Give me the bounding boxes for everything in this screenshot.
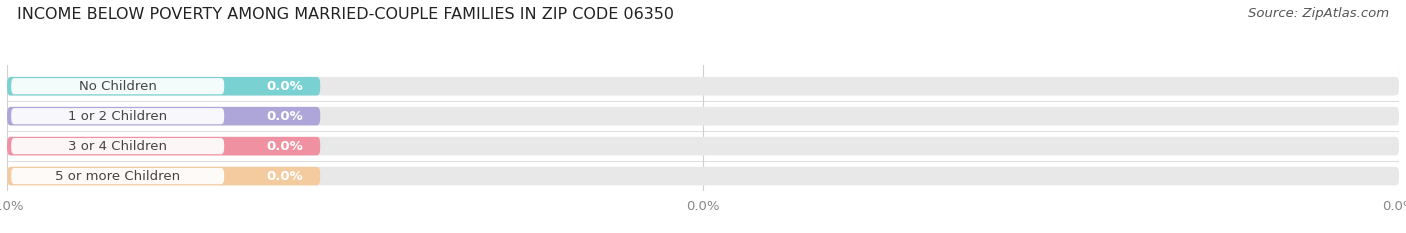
FancyBboxPatch shape <box>7 137 1399 155</box>
FancyBboxPatch shape <box>7 167 1399 185</box>
FancyBboxPatch shape <box>11 168 224 184</box>
FancyBboxPatch shape <box>7 107 1399 125</box>
Text: 0.0%: 0.0% <box>267 170 304 183</box>
FancyBboxPatch shape <box>7 167 321 185</box>
FancyBboxPatch shape <box>11 108 224 124</box>
Text: INCOME BELOW POVERTY AMONG MARRIED-COUPLE FAMILIES IN ZIP CODE 06350: INCOME BELOW POVERTY AMONG MARRIED-COUPL… <box>17 7 673 22</box>
FancyBboxPatch shape <box>7 107 321 125</box>
FancyBboxPatch shape <box>11 138 224 154</box>
FancyBboxPatch shape <box>7 137 321 155</box>
FancyBboxPatch shape <box>7 77 321 96</box>
Text: Source: ZipAtlas.com: Source: ZipAtlas.com <box>1249 7 1389 20</box>
FancyBboxPatch shape <box>7 77 1399 96</box>
Text: 1 or 2 Children: 1 or 2 Children <box>67 110 167 123</box>
Text: 0.0%: 0.0% <box>267 140 304 153</box>
Text: 0.0%: 0.0% <box>267 80 304 93</box>
Text: 5 or more Children: 5 or more Children <box>55 170 180 183</box>
Text: 0.0%: 0.0% <box>267 110 304 123</box>
FancyBboxPatch shape <box>11 78 224 94</box>
Text: 3 or 4 Children: 3 or 4 Children <box>67 140 167 153</box>
Text: No Children: No Children <box>79 80 156 93</box>
